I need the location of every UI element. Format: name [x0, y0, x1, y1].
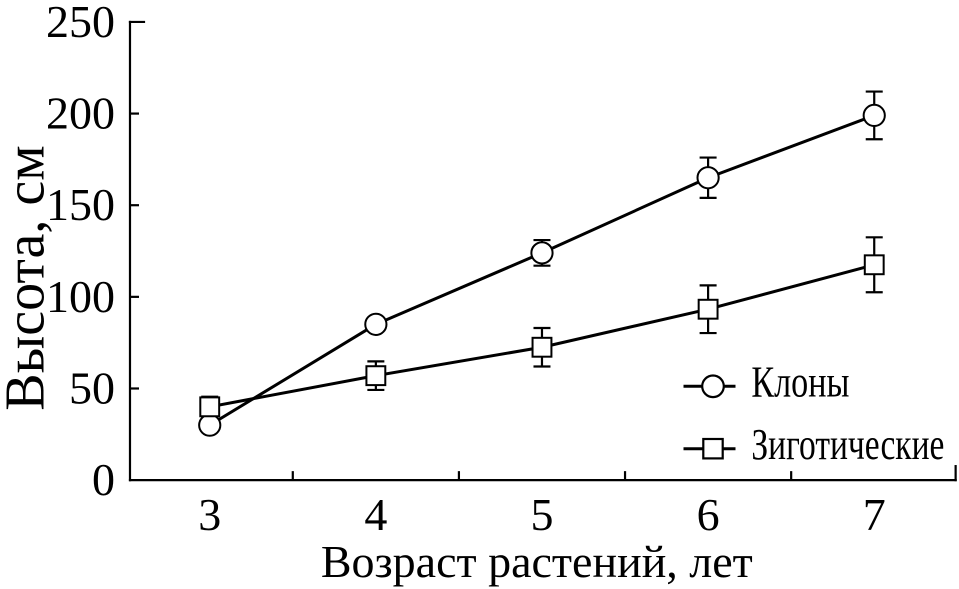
svg-text:50: 50	[69, 363, 115, 414]
svg-text:Высота, см: Высота, см	[0, 145, 57, 410]
svg-text:0: 0	[92, 454, 115, 505]
svg-text:7: 7	[863, 489, 886, 540]
svg-text:Возраст растений, лет: Возраст растений, лет	[321, 536, 753, 587]
svg-text:3: 3	[198, 489, 221, 540]
svg-text:5: 5	[531, 489, 554, 540]
svg-text:250: 250	[46, 0, 115, 47]
svg-text:4: 4	[364, 489, 387, 540]
svg-text:Зиготические: Зиготические	[751, 420, 944, 469]
svg-text:6: 6	[697, 489, 720, 540]
svg-text:200: 200	[46, 88, 115, 139]
svg-text:Клоны: Клоны	[751, 358, 849, 407]
